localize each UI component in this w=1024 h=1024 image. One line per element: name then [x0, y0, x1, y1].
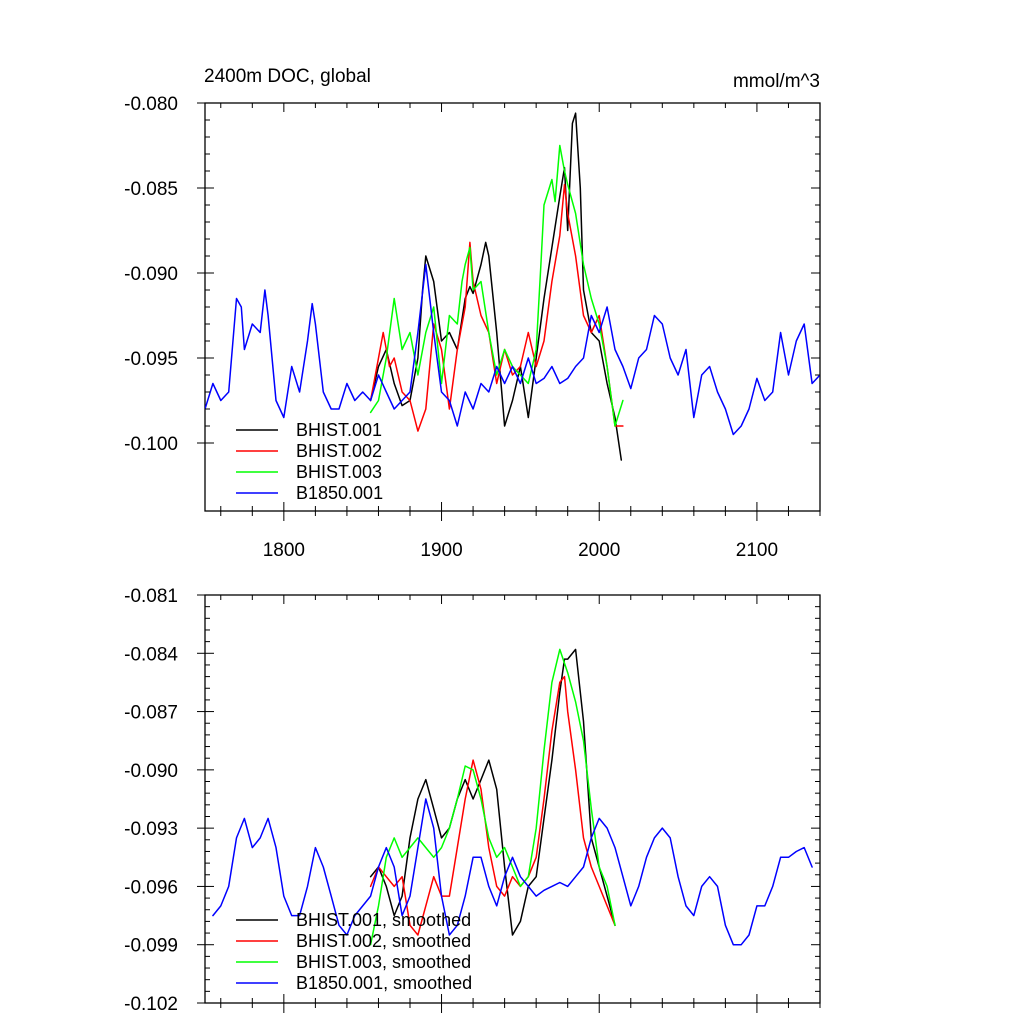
bottom-y-tick-label: -0.081	[124, 586, 178, 607]
top-y-tick-label: -0.090	[124, 264, 178, 285]
bottom-y-tick-label: -0.087	[124, 703, 178, 724]
top-legend-label: B1850.001	[296, 483, 383, 503]
bottom-legend-label: BHIST.003, smoothed	[296, 952, 471, 972]
top-x-tick-label: 2000	[578, 540, 620, 561]
top-y-tick-label: -0.085	[124, 179, 178, 200]
bottom-legend-label: BHIST.002, smoothed	[296, 931, 471, 951]
top-series-bhist-002	[369, 183, 624, 432]
bottom-series-b1850-001-smoothed	[212, 798, 813, 946]
top-panel: 2400m DOC, global mmol/m^3 -0.100-0.095-…	[124, 66, 821, 561]
top-y-tick-label: -0.095	[124, 349, 178, 370]
bottom-series-bhist-003-smoothed	[369, 648, 616, 946]
top-legend-label: BHIST.003	[296, 462, 382, 482]
bottom-y-tick-label: -0.090	[124, 761, 178, 782]
bottom-y-tick-label: -0.084	[124, 644, 178, 665]
bottom-legend-label: B1850.001, smoothed	[296, 973, 472, 993]
bottom-panel: -0.102 -0.099 -0.096 -0.093 -0.090 -0.087 -0.0…	[124, 586, 821, 1015]
top-legend-label: BHIST.002	[296, 441, 382, 461]
bottom-plot-frame	[204, 594, 821, 1004]
top-panel-units: mmol/m^3	[733, 71, 820, 92]
bottom-series-bhist-001-smoothed	[369, 648, 616, 936]
bottom-ticks-layer: -0.102 -0.099 -0.096 -0.093 -0.090 -0.087 -0.0…	[124, 586, 821, 1015]
top-y-tick-label: -0.080	[124, 94, 178, 115]
bottom-y-tick-label: -0.102	[124, 994, 178, 1015]
top-series-bhist-003	[369, 144, 624, 427]
bottom-legend-label: BHIST.001, smoothed	[296, 910, 471, 930]
bottom-series-layer	[212, 648, 813, 946]
bottom-series-bhist-002-smoothed	[369, 675, 616, 936]
top-ticks-layer: -0.100 -0.095 -0.090 -0.085 -0.080 1800 1900 20…	[124, 94, 821, 561]
top-x-tick-label: 1800	[263, 540, 305, 561]
top-legend-label: BHIST.001	[296, 420, 382, 440]
top-y-tick-label: -0.100	[124, 434, 178, 455]
bottom-y-tick-label: -0.096	[124, 877, 178, 898]
top-series-b1850-001	[205, 263, 820, 436]
bottom-y-tick-label: -0.093	[124, 819, 178, 840]
top-panel-title: 2400m DOC, global	[204, 66, 371, 87]
bottom-y-tick-label: -0.099	[124, 936, 178, 957]
top-series-bhist-001	[369, 112, 623, 461]
top-x-tick-label: 2100	[736, 540, 778, 561]
top-x-tick-label: 1900	[420, 540, 462, 561]
top-series-layer	[205, 112, 820, 461]
